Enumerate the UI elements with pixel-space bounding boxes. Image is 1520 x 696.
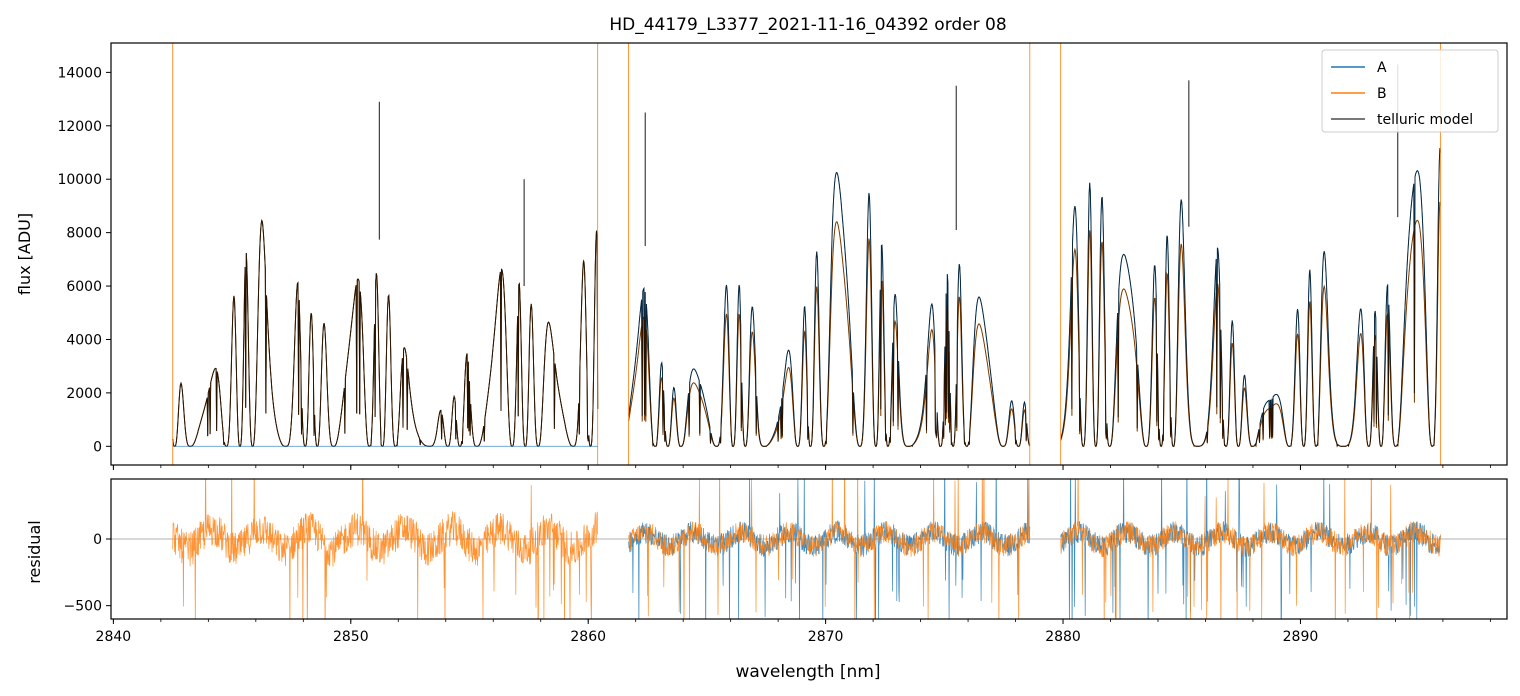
x-tick-label: 2860 [570, 629, 606, 645]
y-tick-label: 4000 [66, 332, 102, 348]
telluric-model-line [172, 219, 599, 447]
x-tick-label: 2890 [1283, 629, 1319, 645]
y-tick-label: 0 [93, 439, 102, 455]
chart-title: HD_44179_L3377_2021-11-16_04392 order 08 [609, 15, 1006, 35]
residual-b-line [1060, 479, 1441, 619]
residual-x-ticks: 2840 2850 2860 2870 2880 2890 [96, 619, 1491, 645]
residual-axes-frame [110, 478, 1508, 620]
telluric-model-line [628, 221, 1031, 447]
legend-box [1321, 49, 1499, 133]
x-tick-label: 2870 [808, 629, 844, 645]
x-tick-label: 2840 [96, 629, 132, 645]
y-tick-label: −500 [64, 599, 102, 615]
x-axis-label: wavelength [nm] [735, 662, 880, 682]
residual-b-line [172, 479, 599, 619]
x-tick-label: 2850 [333, 629, 369, 645]
legend-label: A [1377, 60, 1387, 76]
flux-y-ticks: 0 2000 4000 6000 8000 10000 12000 14000 [57, 65, 111, 455]
residual-y-label: residual [25, 520, 44, 583]
y-tick-label: 2000 [66, 386, 102, 402]
x-tick-label: 2880 [1045, 629, 1081, 645]
y-tick-label: 14000 [57, 65, 102, 81]
flux-x-ticks [112, 465, 1491, 470]
y-tick-label: 0 [93, 532, 102, 548]
y-tick-label: 8000 [66, 226, 102, 242]
y-tick-label: 12000 [57, 119, 102, 135]
legend-label: telluric model [1377, 112, 1473, 128]
telluric-model-line [1060, 201, 1441, 448]
flux-y-label: flux [ADU] [15, 213, 34, 295]
residual-plot-area [111, 479, 1507, 619]
flux-axes-frame [110, 42, 1508, 466]
y-tick-label: 10000 [57, 172, 102, 188]
y-tick-label: 6000 [66, 279, 102, 295]
flux-plot-area [172, 43, 1441, 465]
residual-b-line [628, 479, 1031, 619]
flux-panel: HD_44179_L3377_2021-11-16_04392 order 08… [15, 15, 1508, 470]
legend-label: B [1377, 86, 1387, 102]
residual-y-ticks: −500 0 [64, 532, 111, 615]
